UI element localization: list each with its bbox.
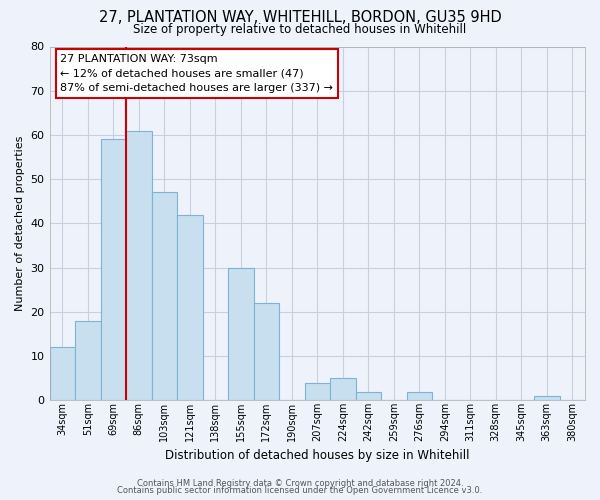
Bar [228,268,254,400]
Text: Size of property relative to detached houses in Whitehill: Size of property relative to detached ho… [133,22,467,36]
Text: 27 PLANTATION WAY: 73sqm
← 12% of detached houses are smaller (47)
87% of semi-d: 27 PLANTATION WAY: 73sqm ← 12% of detach… [60,54,333,93]
Bar [534,396,560,400]
Bar [101,140,126,400]
Bar [330,378,356,400]
Text: Contains public sector information licensed under the Open Government Licence v3: Contains public sector information licen… [118,486,482,495]
Bar [356,392,381,400]
Bar [126,130,152,400]
Text: Contains HM Land Registry data © Crown copyright and database right 2024.: Contains HM Land Registry data © Crown c… [137,478,463,488]
Bar [254,303,279,400]
Bar [152,192,177,400]
Bar [75,321,101,400]
Bar [50,348,75,401]
Text: 27, PLANTATION WAY, WHITEHILL, BORDON, GU35 9HD: 27, PLANTATION WAY, WHITEHILL, BORDON, G… [98,10,502,25]
Bar [305,382,330,400]
Bar [177,214,203,400]
X-axis label: Distribution of detached houses by size in Whitehill: Distribution of detached houses by size … [165,450,470,462]
Y-axis label: Number of detached properties: Number of detached properties [15,136,25,311]
Bar [407,392,432,400]
